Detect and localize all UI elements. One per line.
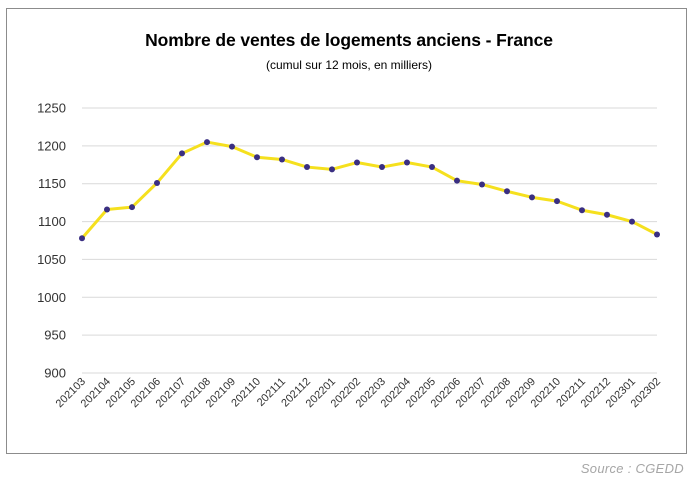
x-axis-ticks: 2021032021042021052021062021072021082021… (54, 376, 663, 410)
data-point (354, 159, 360, 166)
data-point (554, 198, 560, 205)
y-tick-label: 1200 (37, 138, 66, 153)
data-point (654, 231, 660, 238)
data-point (329, 166, 335, 173)
data-point (379, 164, 385, 171)
data-point (454, 177, 460, 184)
chart-subtitle: (cumul sur 12 mois, en milliers) (265, 58, 433, 72)
y-tick-label: 950 (44, 328, 66, 343)
chart-title: Nombre de ventes de logements anciens - … (145, 30, 553, 50)
y-tick-label: 1050 (37, 252, 66, 267)
series-line (80, 140, 658, 240)
y-tick-label: 1000 (37, 290, 66, 305)
data-point (204, 139, 210, 146)
data-point (529, 194, 535, 201)
data-point (104, 206, 110, 213)
data-point (154, 179, 160, 186)
gridlines (82, 107, 657, 374)
y-tick-label: 1250 (37, 101, 66, 116)
line-chart: 900 950 1000 1050 1100 1150 1200 1250 202103202… (37, 101, 663, 411)
data-point (79, 235, 85, 242)
source-note: Source : CGEDD (580, 461, 684, 476)
data-point (429, 164, 435, 171)
data-point (504, 188, 510, 195)
data-point (229, 143, 235, 150)
y-tick-label: 1100 (38, 214, 66, 229)
data-point (629, 218, 635, 225)
data-point (404, 159, 410, 166)
series-layer (79, 139, 660, 242)
data-point (129, 204, 135, 211)
data-point (604, 211, 610, 218)
chart-frame (6, 8, 687, 454)
data-point (304, 164, 310, 171)
data-point (279, 156, 285, 163)
y-tick-label: 900 (44, 366, 66, 381)
data-point (179, 150, 185, 157)
data-point (254, 154, 260, 161)
data-point (579, 207, 585, 214)
y-tick-label: 1150 (38, 176, 66, 191)
data-point (479, 181, 485, 188)
y-axis-ticks: 900 950 1000 1050 1100 1150 1200 1250 (37, 101, 66, 381)
